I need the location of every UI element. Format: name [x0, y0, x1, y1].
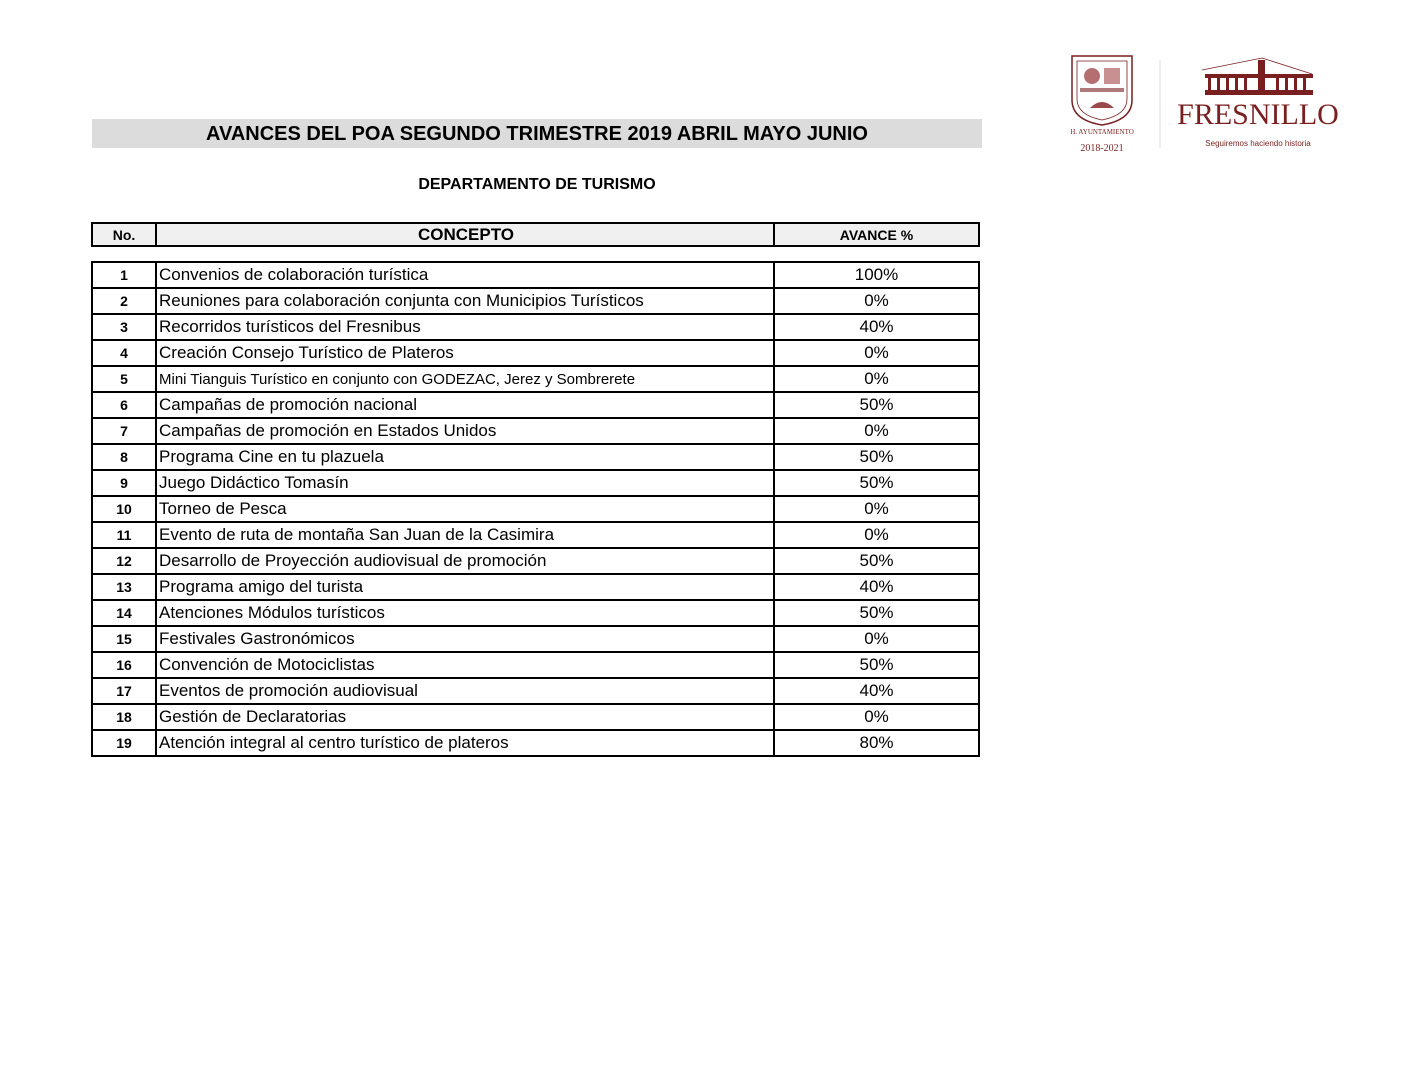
table-row: 3 Recorridos turísticos del Fresnibus 40% — [91, 313, 980, 341]
row-concepto: Torneo de Pesca — [155, 495, 775, 523]
row-concepto: Evento de ruta de montaña San Juan de la… — [155, 521, 775, 549]
fresnillo-logo: H. AYUNTAMIENTO 2018-2021 FRESNILLO Segu… — [1070, 55, 1339, 154]
table-row: 16 Convención de Motociclistas 50% — [91, 651, 980, 679]
row-concepto: Festivales Gastronómicos — [155, 625, 775, 653]
title-band — [92, 119, 982, 148]
table-row: 11 Evento de ruta de montaña San Juan de … — [91, 521, 980, 549]
row-avance: 0% — [773, 339, 980, 367]
row-number: 10 — [91, 495, 157, 523]
column-header-no: No. — [91, 222, 157, 247]
row-concepto: Recorridos turísticos del Fresnibus — [155, 313, 775, 341]
row-avance: 50% — [773, 391, 980, 419]
table-row: 8 Programa Cine en tu plazuela 50% — [91, 443, 980, 471]
row-concepto: Juego Didáctico Tomasín — [155, 469, 775, 497]
row-number: 15 — [91, 625, 157, 653]
row-avance: 0% — [773, 417, 980, 445]
row-avance: 50% — [773, 651, 980, 679]
row-concepto: Campañas de promoción en Estados Unidos — [155, 417, 775, 445]
row-concepto: Eventos de promoción audiovisual — [155, 677, 775, 705]
row-concepto: Mini Tianguis Turístico en conjunto con … — [155, 365, 775, 393]
row-avance: 100% — [773, 261, 980, 289]
table-row: 12 Desarrollo de Proyección audiovisual d… — [91, 547, 980, 575]
row-concepto: Convenios de colaboración turística — [155, 261, 775, 289]
table-row: 14 Atenciones Módulos turísticos 50% — [91, 599, 980, 627]
row-avance: 40% — [773, 313, 980, 341]
table-row: 7 Campañas de promoción en Estados Unidos… — [91, 417, 980, 445]
row-avance: 50% — [773, 443, 980, 471]
column-header-concepto: CONCEPTO — [155, 222, 775, 247]
table-row: 17 Eventos de promoción audiovisual 40% — [91, 677, 980, 705]
row-number: 14 — [91, 599, 157, 627]
row-avance: 40% — [773, 677, 980, 705]
page-title: AVANCES DEL POA SEGUNDO TRIMESTRE 2019 A… — [206, 123, 868, 145]
table-row: 10 Torneo de Pesca 0% — [91, 495, 980, 523]
row-avance: 40% — [773, 573, 980, 601]
seal-text: H. AYUNTAMIENTO — [1070, 128, 1134, 136]
table-header: No. CONCEPTO AVANCE % — [91, 222, 980, 247]
table-row: 1 Convenios de colaboración turística 100% — [91, 261, 980, 289]
row-number: 7 — [91, 417, 157, 445]
row-number: 12 — [91, 547, 157, 575]
brand-slogan: Seguiremos haciendo historia — [1205, 139, 1311, 148]
monument-icon — [1201, 57, 1313, 95]
row-number: 8 — [91, 443, 157, 471]
row-concepto: Atenciones Módulos turísticos — [155, 599, 775, 627]
table-row: 2 Reuniones para colaboración conjunta co… — [91, 287, 980, 315]
seal-icon — [1071, 55, 1133, 126]
seal-years: 2018-2021 — [1080, 143, 1123, 154]
row-number: 6 — [91, 391, 157, 419]
table-row: 4 Creación Consejo Turístico de Plateros 0… — [91, 339, 980, 367]
row-avance: 0% — [773, 287, 980, 315]
row-number: 2 — [91, 287, 157, 315]
avance-table: 1 Convenios de colaboración turística 100%… — [91, 261, 980, 757]
column-header-avance: AVANCE % — [773, 222, 980, 247]
row-number: 5 — [91, 365, 157, 393]
row-number: 9 — [91, 469, 157, 497]
header-row: No. CONCEPTO AVANCE % — [91, 222, 980, 247]
table-row: 18 Gestión de Declaratorias 0% — [91, 703, 980, 731]
table-row: 15 Festivales Gastronómicos 0% — [91, 625, 980, 653]
row-concepto: Programa Cine en tu plazuela — [155, 443, 775, 471]
row-concepto: Creación Consejo Turístico de Plateros — [155, 339, 775, 367]
row-avance: 0% — [773, 521, 980, 549]
brand-name: FRESNILLO — [1177, 98, 1339, 131]
row-concepto: Desarrollo de Proyección audiovisual de … — [155, 547, 775, 575]
department-subtitle: DEPARTAMENTO DE TURISMO — [418, 176, 656, 193]
row-concepto: Gestión de Declaratorias — [155, 703, 775, 731]
row-number: 17 — [91, 677, 157, 705]
row-number: 13 — [91, 573, 157, 601]
row-number: 1 — [91, 261, 157, 289]
row-avance: 0% — [773, 625, 980, 653]
row-avance: 50% — [773, 547, 980, 575]
row-number: 3 — [91, 313, 157, 341]
table-row: 19 Atención integral al centro turístico … — [91, 729, 980, 757]
row-avance: 50% — [773, 469, 980, 497]
row-avance: 0% — [773, 365, 980, 393]
table-row: 9 Juego Didáctico Tomasín 50% — [91, 469, 980, 497]
row-avance: 0% — [773, 703, 980, 731]
row-avance: 0% — [773, 495, 980, 523]
row-number: 16 — [91, 651, 157, 679]
table-row: 13 Programa amigo del turista 40% — [91, 573, 980, 601]
row-number: 18 — [91, 703, 157, 731]
table-row: 5 Mini Tianguis Turístico en conjunto con… — [91, 365, 980, 393]
row-avance: 50% — [773, 599, 980, 627]
row-number: 11 — [91, 521, 157, 549]
row-number: 4 — [91, 339, 157, 367]
row-concepto: Reuniones para colaboración conjunta con… — [155, 287, 775, 315]
row-number: 19 — [91, 729, 157, 757]
row-concepto: Programa amigo del turista — [155, 573, 775, 601]
row-concepto: Convención de Motociclistas — [155, 651, 775, 679]
row-concepto: Campañas de promoción nacional — [155, 391, 775, 419]
row-avance: 80% — [773, 729, 980, 757]
row-concepto: Atención integral al centro turístico de… — [155, 729, 775, 757]
table-row: 6 Campañas de promoción nacional 50% — [91, 391, 980, 419]
